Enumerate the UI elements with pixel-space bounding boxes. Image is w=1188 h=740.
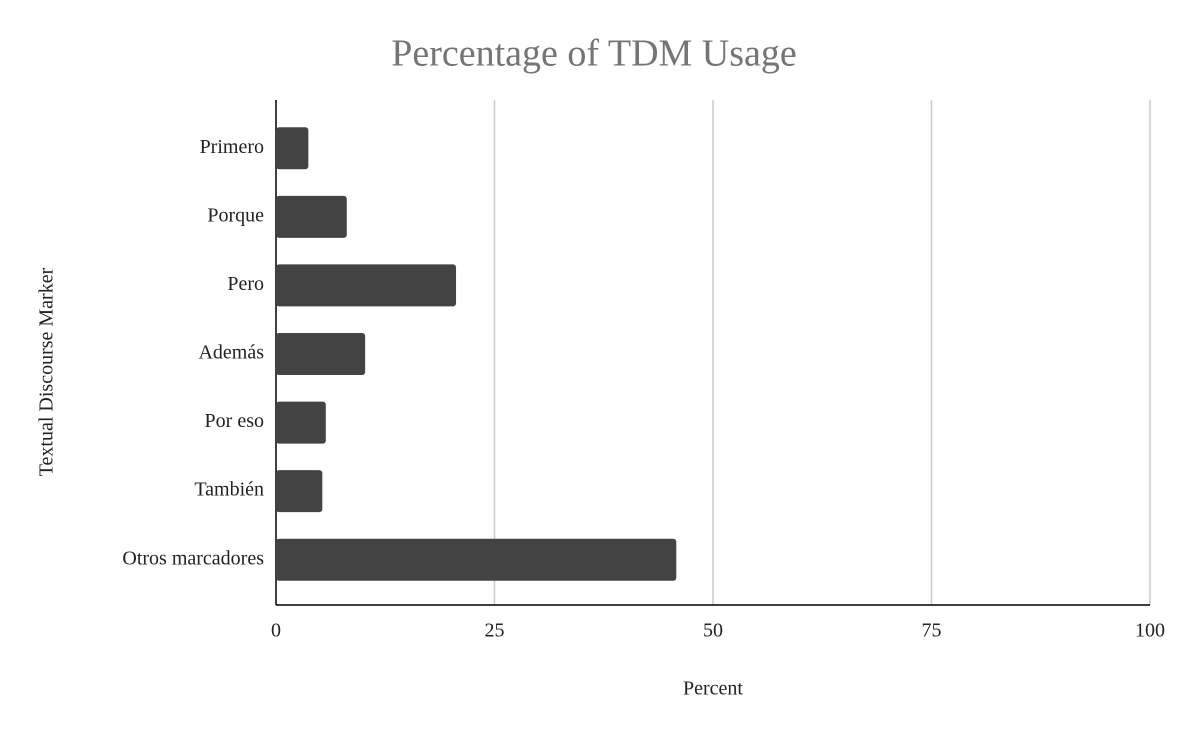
x-tick-label: 75 xyxy=(922,620,942,642)
bar xyxy=(276,401,326,444)
y-axis-label: Textual Discourse Marker xyxy=(36,267,58,476)
bar xyxy=(276,127,309,170)
bar xyxy=(276,538,677,581)
x-tick-label: 25 xyxy=(485,620,505,642)
y-tick-label: Primero xyxy=(200,136,264,158)
x-tick-label: 0 xyxy=(271,620,281,642)
bar xyxy=(276,264,457,307)
y-tick-label: Además xyxy=(198,342,264,364)
y-tick-label: Por eso xyxy=(205,410,264,432)
x-axis-label: Percent xyxy=(683,678,743,700)
x-tick-label: 100 xyxy=(1135,620,1165,642)
y-tick-label: Pero xyxy=(227,273,264,295)
y-tick-label: También xyxy=(194,479,264,501)
bar xyxy=(276,470,323,513)
x-tick-label: 50 xyxy=(703,620,723,642)
y-tick-label: Porque xyxy=(207,204,264,226)
chart-title: Percentage of TDM Usage xyxy=(391,33,797,75)
bar xyxy=(276,333,366,375)
y-tick-label: Otros marcadores xyxy=(122,547,264,569)
bar xyxy=(276,195,347,238)
